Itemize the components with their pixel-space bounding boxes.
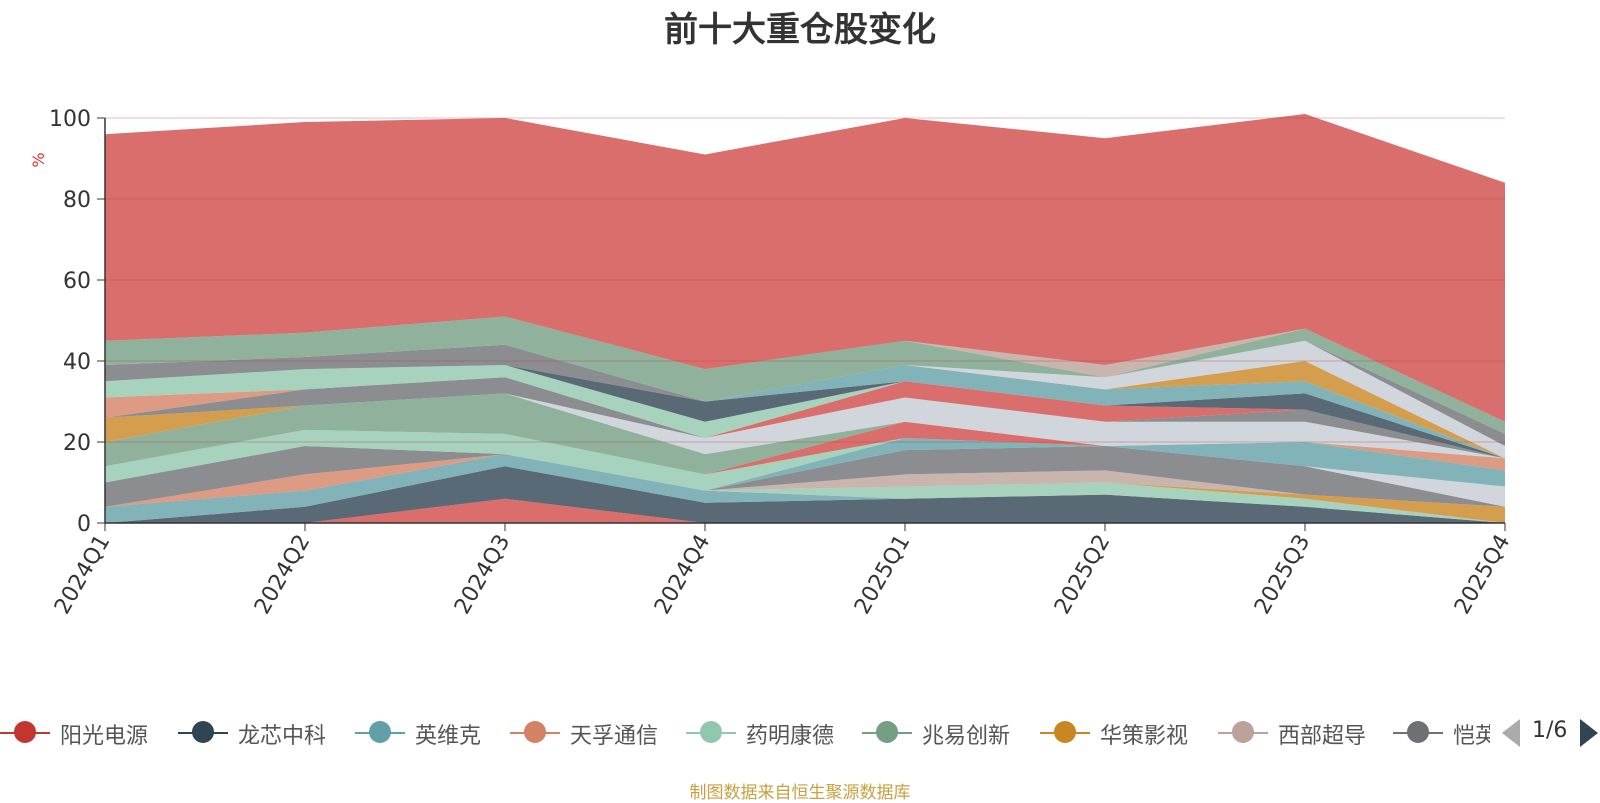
area-series-10 — [105, 437, 1505, 491]
legend-label: 英维克 — [415, 724, 482, 749]
grid-lines — [105, 117, 1505, 443]
legend-item[interactable]: 英维克 — [355, 712, 535, 752]
legend-circle-icon — [700, 721, 722, 743]
x-tick-label: 2024Q4 — [650, 531, 715, 619]
legend-item[interactable]: 阳光电源 — [0, 712, 180, 752]
legend-circle-icon — [192, 721, 214, 743]
area-series-23 — [105, 361, 1505, 459]
legend-pager: 1/6 — [1500, 716, 1600, 752]
area-series-group — [105, 113, 1505, 523]
area-series-22 — [105, 365, 1505, 459]
x-tick-label: 2024Q3 — [450, 531, 515, 619]
area-series-1 — [105, 466, 1505, 523]
x-tick-label: 2025Q1 — [850, 531, 915, 619]
legend-circle-icon — [1054, 721, 1076, 743]
legend-item[interactable]: 天孚通信 — [510, 712, 690, 752]
y-axis-label: % — [29, 152, 48, 167]
y-tick-label: 60 — [63, 269, 91, 294]
area-series-20 — [105, 365, 1505, 459]
legend-item[interactable]: 恺英网络 — [1393, 712, 1490, 752]
legend-item[interactable]: 西部超导 — [1218, 712, 1398, 752]
legend-label: 阳光电源 — [60, 724, 149, 749]
legend-circle-icon — [369, 721, 391, 743]
y-tick-label: 80 — [63, 188, 91, 213]
source-note: 制图数据来自恒生聚源数据库 — [689, 783, 911, 803]
triangle-right-icon[interactable] — [1580, 719, 1598, 747]
x-tick-label: 2024Q1 — [50, 531, 115, 619]
legend-label: 恺英网络 — [1453, 724, 1490, 749]
area-series-11 — [105, 429, 1505, 491]
legend-item[interactable]: 龙芯中科 — [178, 712, 358, 752]
legend-label: 龙芯中科 — [238, 724, 327, 749]
legend-circle-icon — [14, 721, 36, 743]
area-series-15 — [105, 393, 1505, 459]
legend: 阳光电源 龙芯中科 英维克 天孚通信 药明康德 兆易创新 华策影视 西部超导 恺英网络 — [0, 712, 1490, 752]
legend-item[interactable]: 药明康德 — [686, 712, 866, 752]
area-series-0 — [105, 498, 1505, 523]
area-series-8 — [105, 446, 1505, 507]
y-tick-label: 20 — [63, 431, 91, 456]
x-tick-label: 2025Q2 — [1050, 531, 1115, 619]
area-series-17 — [105, 377, 1505, 459]
area-series-26 — [105, 316, 1505, 434]
legend-label: 西部超导 — [1278, 724, 1367, 749]
legend-item[interactable]: 华策影视 — [1040, 712, 1220, 752]
area-series-13 — [105, 393, 1505, 475]
area-series-24 — [105, 340, 1505, 459]
area-series-4 — [105, 454, 1505, 523]
legend-circle-icon — [876, 721, 898, 743]
area-series-18 — [105, 377, 1505, 459]
y-tick-label: 0 — [77, 512, 91, 537]
x-tick-label: 2024Q2 — [250, 531, 315, 619]
x-tick-label: 2025Q3 — [1250, 531, 1315, 619]
y-tick-label: 100 — [49, 107, 91, 132]
legend-circle-icon — [524, 721, 546, 743]
legend-label: 兆易创新 — [922, 724, 1011, 749]
stacked-area-chart: 0 20 40 60 80 100 2024Q1 2024Q2 2024Q3 2024Q4 2025… — [29, 107, 1515, 619]
y-tick-label: 40 — [63, 350, 91, 375]
legend-circle-icon — [1407, 721, 1429, 743]
legend-label: 药明康德 — [746, 724, 835, 749]
chart-title: 前十大重仓股变化 — [664, 10, 936, 50]
legend-label: 华策影视 — [1100, 724, 1189, 749]
legend-label: 天孚通信 — [570, 724, 659, 749]
legend-circle-icon — [1232, 721, 1254, 743]
area-series-12 — [105, 421, 1505, 475]
legend-page-indicator: 1/6 — [1532, 718, 1568, 743]
x-tick-label: 2025Q4 — [1450, 531, 1515, 619]
triangle-left-icon[interactable] — [1502, 719, 1520, 747]
area-series-28 — [105, 113, 1505, 422]
area-series-2 — [105, 454, 1505, 523]
legend-item[interactable]: 兆易创新 — [862, 712, 1042, 752]
